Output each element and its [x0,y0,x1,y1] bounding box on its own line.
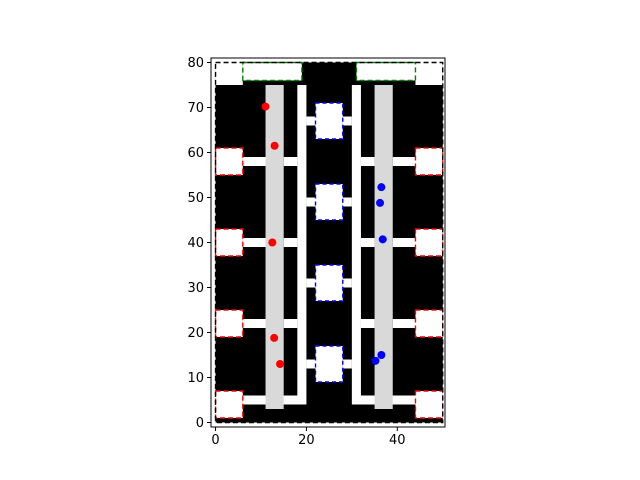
x-tick-label: 0 [211,433,219,448]
point-blue [378,235,387,244]
free-corridor [342,278,352,288]
y-tick-label: 40 [187,236,204,251]
free-corridor [283,238,298,247]
free-corridor [215,62,243,85]
free-corridor [351,85,361,405]
point-blue [377,183,386,192]
station-red [214,147,244,176]
y-tick-label: 30 [187,281,204,296]
station-blue [314,183,344,221]
free-corridor [283,157,298,166]
station-red [214,228,244,257]
free-corridor [360,319,375,328]
free-corridor [392,238,416,247]
map-boundary [214,61,444,424]
station-red [214,309,244,338]
axes: 0 20 40 0 10 20 30 40 50 60 70 80 [187,56,446,448]
station-blue [314,345,344,383]
y-tick-label: 0 [196,416,204,431]
free-corridor [360,238,375,247]
point-red [270,141,279,150]
x-tick-label: 20 [298,433,315,448]
free-corridor [415,62,443,85]
point-red [268,238,277,247]
point-blue [376,198,385,207]
free-corridor [306,278,316,288]
plot-area [214,61,444,424]
free-corridor [283,319,298,328]
free-corridor [242,157,271,166]
free-corridor [242,238,271,247]
free-corridor [392,319,416,328]
free-corridor [297,85,307,405]
y-tick-label: 80 [187,56,204,71]
aisle-lane [265,85,284,409]
free-corridor [342,359,352,369]
dock-zone-green [355,61,417,82]
aisle-lane [374,85,393,409]
station-red [414,228,444,257]
free-corridor [306,116,316,126]
y-tick-label: 70 [187,101,204,116]
dock-zone-green [242,61,303,82]
free-corridor [242,319,271,328]
free-corridor [306,359,316,369]
free-corridor [392,157,416,166]
point-red [270,333,279,342]
point-blue [371,356,380,365]
point-blue [377,351,386,359]
free-corridor [360,157,375,166]
free-corridor [342,116,352,126]
y-tick-label: 10 [187,371,204,386]
station-red [414,309,444,338]
station-red [414,390,444,419]
free-corridor [306,197,316,207]
station-red [414,147,444,176]
station-blue [314,102,344,140]
y-tick-label: 60 [187,146,204,161]
y-tick-label: 50 [187,191,204,206]
y-tick-label: 20 [187,326,204,341]
x-tick-label: 40 [389,433,406,448]
station-blue [314,264,344,302]
station-red [214,390,244,419]
point-red [261,102,270,111]
point-red [276,360,285,368]
free-corridor [342,197,352,207]
